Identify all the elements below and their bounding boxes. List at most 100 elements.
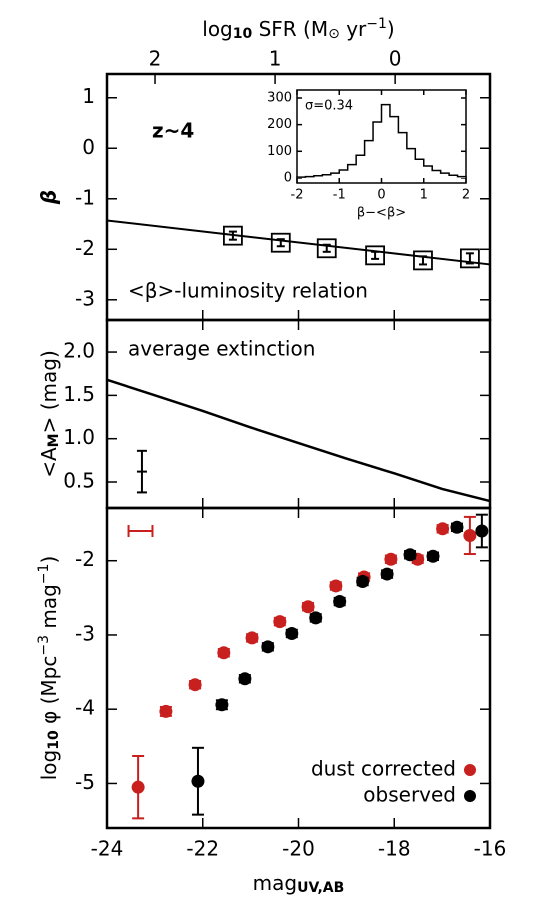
x2-label-part: SFR (M	[252, 17, 328, 41]
x2-label-part: yr	[340, 17, 367, 41]
marker	[413, 250, 433, 271]
marker	[384, 552, 398, 566]
marker	[159, 704, 173, 718]
x2-tick-label: 0	[389, 47, 402, 71]
histogram-bin	[381, 104, 390, 178]
marker	[285, 626, 299, 640]
marker	[261, 640, 275, 654]
y-tick-label: 0	[82, 135, 95, 159]
histogram-bin	[364, 140, 374, 178]
x2-label-part: log	[202, 17, 233, 41]
annotation: σ=0.34	[305, 99, 353, 114]
histogram-bin	[432, 170, 441, 178]
x-tick-label: 2	[462, 188, 470, 203]
histogram-bin	[347, 164, 357, 178]
y-tick-label: -3	[75, 621, 95, 645]
marker	[301, 600, 315, 614]
y-label-part: 10	[46, 730, 62, 750]
y-tick-label: 200	[267, 117, 292, 132]
y-tick-label: -2	[75, 547, 95, 571]
y-tick-label: 0	[284, 170, 292, 185]
x-tick-label: -1	[333, 188, 346, 203]
marker	[365, 245, 386, 266]
y-tick-label: 1	[82, 84, 95, 108]
annotation: average extinction	[128, 337, 315, 361]
annotation: z~4	[152, 119, 194, 143]
fit-line	[106, 219, 491, 266]
legend-label: observed	[363, 783, 456, 807]
x-label-part: UV,AB	[297, 880, 344, 896]
marker	[217, 646, 231, 660]
marker	[245, 631, 259, 645]
histogram-bin	[415, 159, 424, 178]
x-label-part: mag	[253, 871, 297, 895]
marker	[238, 672, 252, 686]
x2-label: log10 SFR (M⊙ yr−1)	[202, 16, 394, 42]
x2-label-part: 10	[233, 26, 253, 42]
legend-marker	[464, 764, 476, 776]
marker	[475, 524, 489, 538]
line	[106, 378, 491, 503]
x2-tick-label: 1	[269, 47, 282, 71]
y-label: β	[37, 190, 61, 205]
x-tick-label: 0	[377, 188, 385, 203]
marker	[131, 780, 145, 794]
y-tick-label: -2	[75, 236, 95, 260]
y-tick-label: -3	[75, 286, 95, 310]
histogram-bin	[423, 165, 433, 178]
x-tick-label: -16	[474, 837, 507, 861]
legend-marker	[464, 790, 476, 802]
y-tick-label: -5	[75, 770, 95, 794]
x-tick-label: -2	[291, 188, 304, 203]
histogram-bin	[330, 173, 340, 178]
histogram-bin	[339, 169, 348, 178]
marker	[459, 248, 480, 269]
marker	[316, 238, 337, 259]
x-tick-label: -18	[378, 837, 411, 861]
y-label-part: M	[46, 433, 62, 447]
histogram-bin	[449, 175, 458, 178]
y-label-part: > (mag)	[37, 350, 61, 433]
marker	[188, 678, 202, 692]
y-tick-label: 300	[267, 90, 292, 105]
histogram-outline	[296, 103, 467, 178]
marker	[191, 774, 205, 788]
marker	[450, 520, 464, 534]
x-label: β−<β>	[357, 206, 406, 221]
y-label: log10 φ (Mpc−3 mag−1)	[36, 556, 62, 781]
y-tick-label: 1.0	[63, 425, 95, 449]
y-label-part: )	[37, 556, 61, 564]
x2-label-part: −1	[366, 16, 387, 32]
marker	[436, 522, 450, 536]
y-tick-label: 2.0	[63, 339, 95, 363]
y-label-part: mag	[37, 584, 61, 635]
y-label-part: <A	[37, 447, 61, 478]
marker	[273, 615, 287, 629]
histogram-bin	[406, 148, 416, 178]
marker	[333, 595, 347, 609]
histogram-bin	[373, 121, 382, 178]
y-label: <AM> (mag)	[37, 350, 63, 478]
histogram-bin	[322, 174, 331, 178]
x-tick-label: -24	[91, 837, 124, 861]
y-label-part: log	[37, 750, 61, 781]
marker	[329, 579, 343, 593]
marker	[426, 549, 440, 563]
x2-label-part: ⊙	[328, 26, 340, 42]
histogram-bin	[356, 155, 365, 178]
x-tick-label: -20	[282, 837, 315, 861]
marker	[356, 575, 370, 589]
y-tick-label: 0.5	[63, 469, 95, 493]
x2-label-part: )	[387, 17, 395, 41]
y-label-part: φ (Mpc	[37, 656, 61, 731]
marker	[309, 611, 323, 625]
histogram-bin	[389, 116, 399, 178]
y-label-part: −3	[36, 635, 52, 656]
marker	[380, 567, 394, 581]
marker	[270, 232, 291, 253]
x-tick-label: 1	[420, 188, 428, 203]
y-tick-label: 1.5	[63, 382, 95, 406]
marker	[403, 548, 417, 562]
y-tick-label: -4	[75, 696, 95, 720]
